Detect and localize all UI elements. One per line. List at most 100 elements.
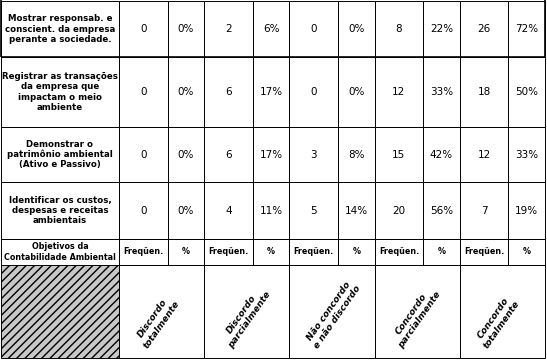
Bar (1, 182, 119, 239)
Bar (119, 127, 167, 182)
Bar (338, 1, 375, 57)
Text: 0%: 0% (178, 87, 194, 97)
Bar (1, 57, 119, 127)
Text: %: % (267, 248, 275, 257)
Text: 50%: 50% (515, 87, 538, 97)
Text: 56%: 56% (430, 205, 453, 216)
Text: 12: 12 (392, 87, 405, 97)
Bar (375, 239, 423, 265)
Text: 17%: 17% (259, 150, 283, 159)
Bar (508, 1, 545, 57)
Bar (289, 265, 375, 358)
Text: 15: 15 (392, 150, 405, 159)
Text: 12: 12 (478, 150, 491, 159)
Bar (1, 239, 119, 265)
Text: Discordo
totalmente: Discordo totalmente (133, 293, 181, 350)
Text: Concordo
parcialmente: Concordo parcialmente (388, 284, 443, 350)
Text: 17%: 17% (259, 87, 283, 97)
Bar (119, 239, 167, 265)
Text: 20: 20 (392, 205, 405, 216)
Text: 0: 0 (311, 24, 317, 34)
Bar (375, 182, 423, 239)
Text: 19%: 19% (515, 205, 538, 216)
Text: 26: 26 (478, 24, 491, 34)
Text: 0: 0 (140, 24, 147, 34)
Text: 14%: 14% (345, 205, 368, 216)
Text: Freqüen.: Freqüen. (208, 248, 248, 257)
Text: 0%: 0% (178, 24, 194, 34)
Text: Freqüen.: Freqüen. (123, 248, 164, 257)
Text: Freqüen.: Freqüen. (464, 248, 504, 257)
Text: Objetivos da
Contabilidade Ambiental: Objetivos da Contabilidade Ambiental (4, 242, 116, 261)
Bar (1, 127, 119, 182)
Bar (423, 57, 460, 127)
Text: 22%: 22% (430, 24, 453, 34)
Bar (204, 1, 253, 57)
Text: 0%: 0% (178, 205, 194, 216)
Text: 0: 0 (311, 87, 317, 97)
Bar (289, 182, 338, 239)
Bar (460, 127, 508, 182)
Text: 6: 6 (225, 87, 232, 97)
Text: %: % (523, 248, 531, 257)
Text: Freqüen.: Freqüen. (379, 248, 419, 257)
Text: 4: 4 (225, 205, 232, 216)
Text: 8: 8 (395, 24, 402, 34)
Bar (460, 182, 508, 239)
Bar (119, 265, 204, 358)
Bar (167, 239, 204, 265)
Text: Concordo
totalmente: Concordo totalmente (474, 293, 522, 350)
Text: 33%: 33% (515, 150, 538, 159)
Bar (1, 265, 119, 358)
Text: 0: 0 (140, 87, 147, 97)
Text: Demonstrar o
patrimônio ambiental
(Ativo e Passivo): Demonstrar o patrimônio ambiental (Ativo… (7, 140, 113, 169)
Bar (508, 127, 545, 182)
Bar (338, 57, 375, 127)
Bar (375, 1, 423, 57)
Text: 42%: 42% (430, 150, 453, 159)
Bar (460, 239, 508, 265)
Bar (253, 182, 289, 239)
Bar (375, 127, 423, 182)
Bar (204, 127, 253, 182)
Text: 18: 18 (478, 87, 491, 97)
Bar (289, 127, 338, 182)
Bar (253, 127, 289, 182)
Bar (423, 127, 460, 182)
Text: Mostrar responsab. e
conscient. da empresa
perante a sociedade.: Mostrar responsab. e conscient. da empre… (5, 15, 115, 44)
Bar (338, 239, 375, 265)
Bar (338, 127, 375, 182)
Bar (167, 127, 204, 182)
Text: 0%: 0% (348, 24, 364, 34)
Text: 0: 0 (140, 150, 147, 159)
Bar (119, 1, 167, 57)
Bar (167, 57, 204, 127)
Text: 72%: 72% (515, 24, 538, 34)
Bar (204, 265, 289, 358)
Text: Não concordo
e não discordo: Não concordo e não discordo (304, 278, 362, 350)
Text: 6%: 6% (263, 24, 280, 34)
Text: 8%: 8% (348, 150, 364, 159)
Bar (508, 57, 545, 127)
Bar (119, 182, 167, 239)
Text: Registrar as transações
da empresa que
impactam o meio
ambiente: Registrar as transações da empresa que i… (2, 73, 118, 111)
Text: 2: 2 (225, 24, 232, 34)
Text: Freqüen.: Freqüen. (294, 248, 334, 257)
Text: 33%: 33% (430, 87, 453, 97)
Text: %: % (438, 248, 445, 257)
Text: 3: 3 (310, 150, 317, 159)
Bar (204, 239, 253, 265)
Text: 0%: 0% (348, 87, 364, 97)
Text: 6: 6 (225, 150, 232, 159)
Bar (167, 182, 204, 239)
Bar (423, 182, 460, 239)
Bar (1, 1, 119, 57)
Text: %: % (182, 248, 190, 257)
Bar (119, 57, 167, 127)
Text: Identificar os custos,
despesas e receitas
ambientais: Identificar os custos, despesas e receit… (9, 196, 112, 225)
Bar (375, 265, 460, 358)
Text: 11%: 11% (259, 205, 283, 216)
Bar (253, 57, 289, 127)
Bar (460, 1, 508, 57)
Bar (167, 1, 204, 57)
